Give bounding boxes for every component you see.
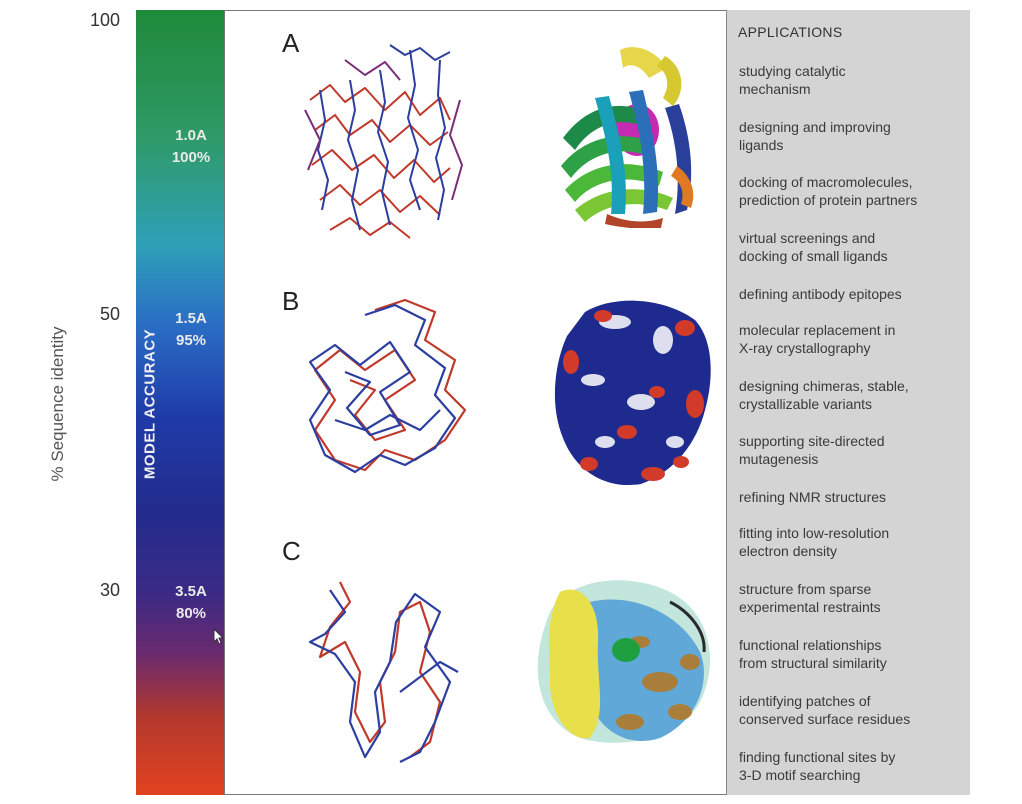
accuracy-resolution: 1.0A: [175, 127, 207, 144]
model-accuracy-bar: [136, 10, 224, 795]
application-item: identifying patches of conserved surface …: [739, 693, 911, 727]
model-accuracy-title: MODEL ACCURACY: [141, 328, 159, 480]
application-item: supporting site-directed mutagenesis: [739, 433, 885, 467]
accuracy-level-3: 3.5A 80%: [160, 581, 222, 625]
accuracy-resolution: 3.5A: [175, 583, 207, 600]
structure-b-electrostatic-surface: [554, 300, 711, 486]
structure-c-backbone-trace: [308, 581, 459, 763]
accuracy-percent: 80%: [175, 605, 207, 622]
accuracy-level-1: 1.0A 100%: [160, 125, 222, 169]
accuracy-level-2: 1.5A 95%: [160, 308, 222, 352]
accuracy-percent: 100%: [171, 149, 211, 166]
application-item: finding functional sites by 3-D motif sea…: [739, 749, 896, 783]
structure-a-ribbon-model: [561, 47, 694, 228]
application-item: studying catalytic mechanism: [739, 63, 846, 97]
applications-title: APPLICATIONS: [738, 24, 843, 40]
application-item: virtual screenings and docking of small l…: [739, 230, 888, 264]
application-item: designing and improving ligands: [739, 119, 891, 153]
structure-b-backbone-trace: [308, 298, 467, 474]
mouse-cursor-icon: [213, 628, 225, 645]
y-axis-label: % Sequence identity: [48, 326, 67, 482]
structure-a-stick-model: [304, 44, 463, 239]
structure-c-conservation-surface: [537, 580, 710, 743]
y-tick-30: 30: [99, 580, 120, 600]
application-item: molecular replacement in X-ray crystallog…: [739, 322, 896, 356]
application-item: docking of macromolecules, prediction of …: [739, 174, 918, 208]
application-item: functional relationships from structural …: [739, 637, 887, 671]
y-tick-100: 100: [89, 10, 120, 30]
y-tick-50: 50: [99, 304, 120, 324]
application-item: fitting into low-resolution electron dens…: [739, 525, 890, 559]
accuracy-resolution: 1.5A: [175, 310, 207, 327]
application-item: defining antibody epitopes: [739, 286, 902, 302]
section-label-a: A: [282, 28, 300, 58]
application-item: designing chimeras, stable, crystallizabl…: [739, 378, 909, 412]
application-item: refining NMR structures: [739, 489, 887, 505]
accuracy-percent: 95%: [175, 332, 207, 349]
application-item: structure from sparse experimental restra…: [739, 581, 881, 615]
section-label-b: B: [282, 286, 300, 316]
applications-panel: [726, 10, 970, 795]
section-label-c: C: [282, 536, 301, 566]
